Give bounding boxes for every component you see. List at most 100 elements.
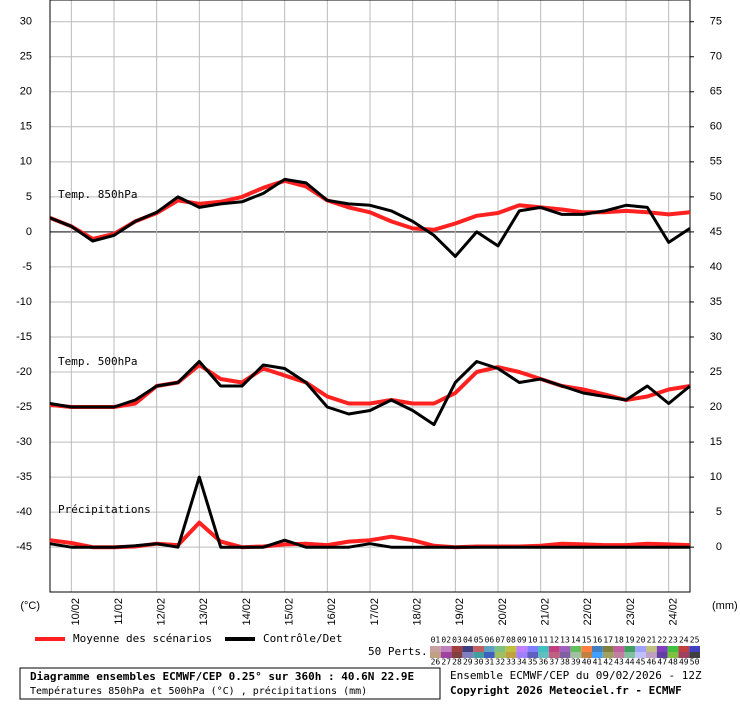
plot-frame bbox=[49, 0, 691, 593]
perturbation-label: 47 bbox=[657, 658, 667, 667]
control-line bbox=[49, 177, 691, 258]
y2-tick-label: 10 bbox=[710, 471, 722, 483]
perturbation-swatch bbox=[527, 652, 538, 658]
perturbation-swatch bbox=[548, 646, 560, 652]
perturbation-label: 46 bbox=[647, 658, 657, 667]
perturbation-swatch bbox=[559, 646, 571, 652]
perturbation-label: 15 bbox=[582, 636, 592, 645]
perturbation-swatch bbox=[473, 646, 484, 652]
perturbation-swatch bbox=[667, 652, 679, 658]
perturbation-label: 18 bbox=[614, 636, 624, 645]
perturbation-swatch bbox=[646, 646, 657, 652]
perturbation-label: 32 bbox=[495, 658, 505, 667]
y2-tick-label: 75 bbox=[710, 16, 722, 28]
y-tick-label: -45 bbox=[16, 541, 32, 553]
perturbation-swatch bbox=[559, 652, 571, 658]
y-axis-label: (°C) bbox=[20, 600, 40, 612]
x-tick-label: 18/02 bbox=[412, 598, 424, 626]
perturbation-swatch bbox=[678, 646, 690, 652]
control-line bbox=[49, 475, 690, 549]
footer-title: Diagramme ensembles ECMWF/CEP 0.25° sur … bbox=[30, 670, 414, 683]
perturbation-swatch bbox=[624, 652, 636, 658]
y2-tick-label: 5 bbox=[716, 506, 722, 518]
perturbation-label: 49 bbox=[679, 658, 689, 667]
perturbation-swatch bbox=[570, 646, 582, 652]
y2-tick-label: 30 bbox=[710, 331, 722, 343]
perturbation-label: 21 bbox=[647, 636, 657, 645]
perturbation-label: 42 bbox=[603, 658, 613, 667]
perturbation-swatch bbox=[505, 652, 517, 658]
perturbation-swatch bbox=[613, 646, 625, 652]
x-tick-label: 16/02 bbox=[326, 598, 338, 626]
legend-label: Contrôle/Det bbox=[263, 632, 342, 645]
perturbation-swatch bbox=[516, 646, 528, 652]
perturbation-label: 09 bbox=[517, 636, 527, 645]
perturbation-swatch bbox=[602, 646, 614, 652]
x-tick-label: 15/02 bbox=[284, 598, 296, 626]
perturbation-label: 19 bbox=[625, 636, 635, 645]
perturbation-label: 39 bbox=[571, 658, 581, 667]
control-line bbox=[49, 360, 691, 427]
panel-label: Précipitations bbox=[58, 503, 151, 516]
y-tick-label: -25 bbox=[16, 401, 32, 413]
perturbation-label: 35 bbox=[528, 658, 538, 667]
perturbation-swatch bbox=[570, 652, 582, 658]
y-tick-label: 25 bbox=[20, 51, 32, 63]
perturbation-swatch bbox=[440, 646, 452, 652]
perturbation-label: 24 bbox=[679, 636, 689, 645]
perturbation-label: 29 bbox=[463, 658, 473, 667]
perturbation-swatch bbox=[592, 652, 603, 658]
y2-tick-label: 20 bbox=[710, 401, 722, 413]
perturbation-label: 44 bbox=[625, 658, 635, 667]
perturbation-swatch bbox=[440, 652, 452, 658]
perturbation-swatch bbox=[548, 652, 560, 658]
x-tick-label: 14/02 bbox=[241, 598, 253, 626]
perturbations-label: 50 Perts. bbox=[368, 645, 428, 658]
perturbation-label: 08 bbox=[506, 636, 516, 645]
perturbation-label: 13 bbox=[560, 636, 570, 645]
y-tick-label: -40 bbox=[16, 506, 32, 518]
plot-area bbox=[50, 0, 690, 592]
y-tick-label: 0 bbox=[26, 226, 32, 238]
perturbation-swatch bbox=[635, 646, 646, 652]
perturbation-swatch bbox=[689, 652, 700, 658]
perturbation-label: 43 bbox=[614, 658, 624, 667]
perturbation-label: 41 bbox=[593, 658, 603, 667]
perturbation-swatch bbox=[494, 652, 506, 658]
perturbation-swatch bbox=[538, 646, 549, 652]
y2-tick-label: 55 bbox=[710, 156, 722, 168]
y-tick-label: 5 bbox=[26, 191, 32, 203]
y2-tick-label: 65 bbox=[710, 86, 722, 98]
footer-copyright: Copyright 2026 Meteociel.fr - ECMWF bbox=[450, 684, 682, 697]
perturbation-swatch bbox=[656, 646, 668, 652]
perturbation-swatch bbox=[527, 646, 538, 652]
x-tick-label: 17/02 bbox=[369, 598, 381, 626]
y2-tick-label: 25 bbox=[710, 366, 722, 378]
perturbation-label: 22 bbox=[657, 636, 667, 645]
y2-tick-label: 40 bbox=[710, 261, 722, 273]
perturbation-label: 26 bbox=[431, 658, 441, 667]
perturbation-swatch bbox=[516, 652, 528, 658]
perturbation-swatch bbox=[646, 652, 657, 658]
y-tick-label: -5 bbox=[22, 261, 32, 273]
perturbation-label: 27 bbox=[441, 658, 451, 667]
perturbation-label: 38 bbox=[560, 658, 570, 667]
perturbation-label: 34 bbox=[517, 658, 527, 667]
y2-axis-label: (mm) bbox=[712, 600, 738, 612]
perturbation-label: 01 bbox=[431, 636, 441, 645]
perturbation-swatch bbox=[430, 652, 441, 658]
panel-label: Temp. 850hPa bbox=[58, 188, 137, 201]
perturbation-swatch bbox=[462, 646, 474, 652]
y-tick-label: -10 bbox=[16, 296, 32, 308]
perturbation-swatch bbox=[624, 646, 636, 652]
perturbation-label: 11 bbox=[539, 636, 549, 645]
perturbation-swatch bbox=[538, 652, 549, 658]
perturbation-swatch bbox=[678, 652, 690, 658]
x-tick-label: 24/02 bbox=[668, 598, 680, 626]
perturbation-label: 06 bbox=[485, 636, 495, 645]
perturbation-swatch bbox=[635, 652, 646, 658]
x-tick-label: 20/02 bbox=[497, 598, 509, 626]
perturbation-label: 03 bbox=[452, 636, 462, 645]
footer-subtitle: Températures 850hPa et 500hPa (°C) , pré… bbox=[30, 685, 367, 697]
